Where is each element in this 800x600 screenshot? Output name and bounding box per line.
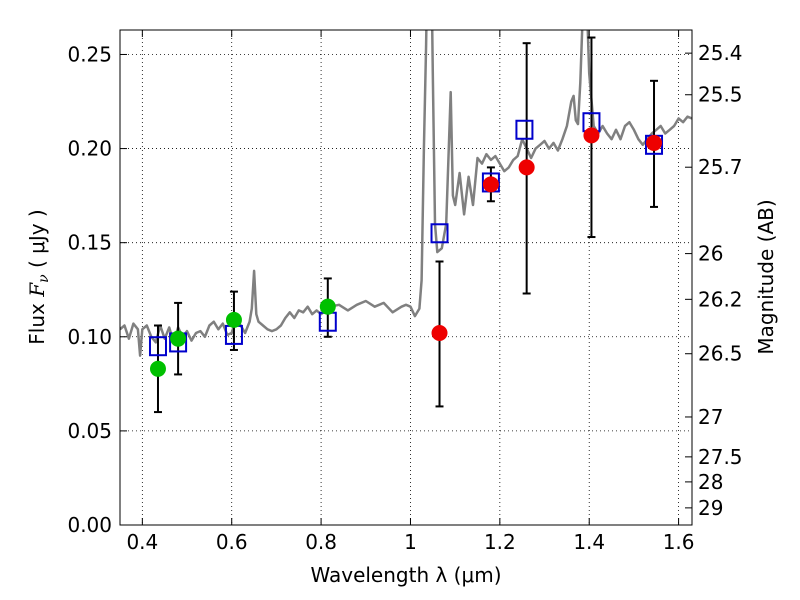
model-photometry-square: [515, 119, 534, 140]
model-photometry-square: [148, 336, 167, 357]
y2-tick-label: 27: [698, 405, 723, 429]
x-tick-label: 1.2: [484, 530, 516, 554]
plot-frame: [119, 29, 693, 526]
red-data-point: [518, 159, 535, 176]
red-data-point: [431, 325, 448, 342]
red-data-point: [583, 127, 600, 144]
y2-tick-label: 28: [698, 470, 723, 494]
spectrum-line: [120, 30, 692, 357]
green-data-point: [170, 330, 187, 347]
green-data-point: [319, 298, 336, 315]
y2-tick-label: 25.7: [698, 155, 743, 179]
y-axis-label: Flux Fν ( μJy ): [25, 209, 52, 344]
green-data-point: [225, 311, 242, 328]
y-tick-label: 0.00: [67, 513, 112, 537]
x-tick-label: 1.6: [663, 530, 695, 554]
y-tick-label: 0.25: [67, 42, 112, 66]
red-data-point: [482, 176, 499, 193]
y2-tick-label: 26.2: [698, 287, 743, 311]
x-axis-label: Wavelength λ (μm): [310, 563, 501, 587]
ticks: 0.4 0.6 0.8 1 1.2 1.4 1.6 0.00 0.05 0.10 0.15 0.20 0…: [67, 30, 743, 554]
y2-tick-label: 26: [698, 242, 723, 266]
x-tick-label: 0.4: [126, 530, 158, 554]
y2-axis-label: Magnitude (AB): [754, 199, 778, 354]
x-tick-label: 1.4: [573, 530, 605, 554]
green-data-point: [149, 360, 166, 377]
grid: [120, 30, 692, 526]
y2-tick-label: 25.4: [698, 41, 743, 65]
plot-area: [120, 30, 692, 414]
y2-tick-label: 25.5: [698, 83, 743, 107]
x-tick-label: 0.8: [305, 530, 337, 554]
y-tick-label: 0.15: [67, 231, 112, 255]
y-tick-label: 0.10: [67, 325, 112, 349]
y-tick-label: 0.05: [67, 419, 112, 443]
y2-tick-label: 26.5: [698, 342, 743, 366]
y2-tick-label: 29: [698, 496, 723, 520]
x-tick-label: 0.6: [216, 530, 248, 554]
x-tick-label: 1: [404, 530, 417, 554]
y2-tick-label: 27.5: [698, 445, 743, 469]
model-photometry-square: [430, 223, 449, 244]
y-tick-label: 0.20: [67, 137, 112, 161]
red-data-point: [646, 134, 663, 151]
